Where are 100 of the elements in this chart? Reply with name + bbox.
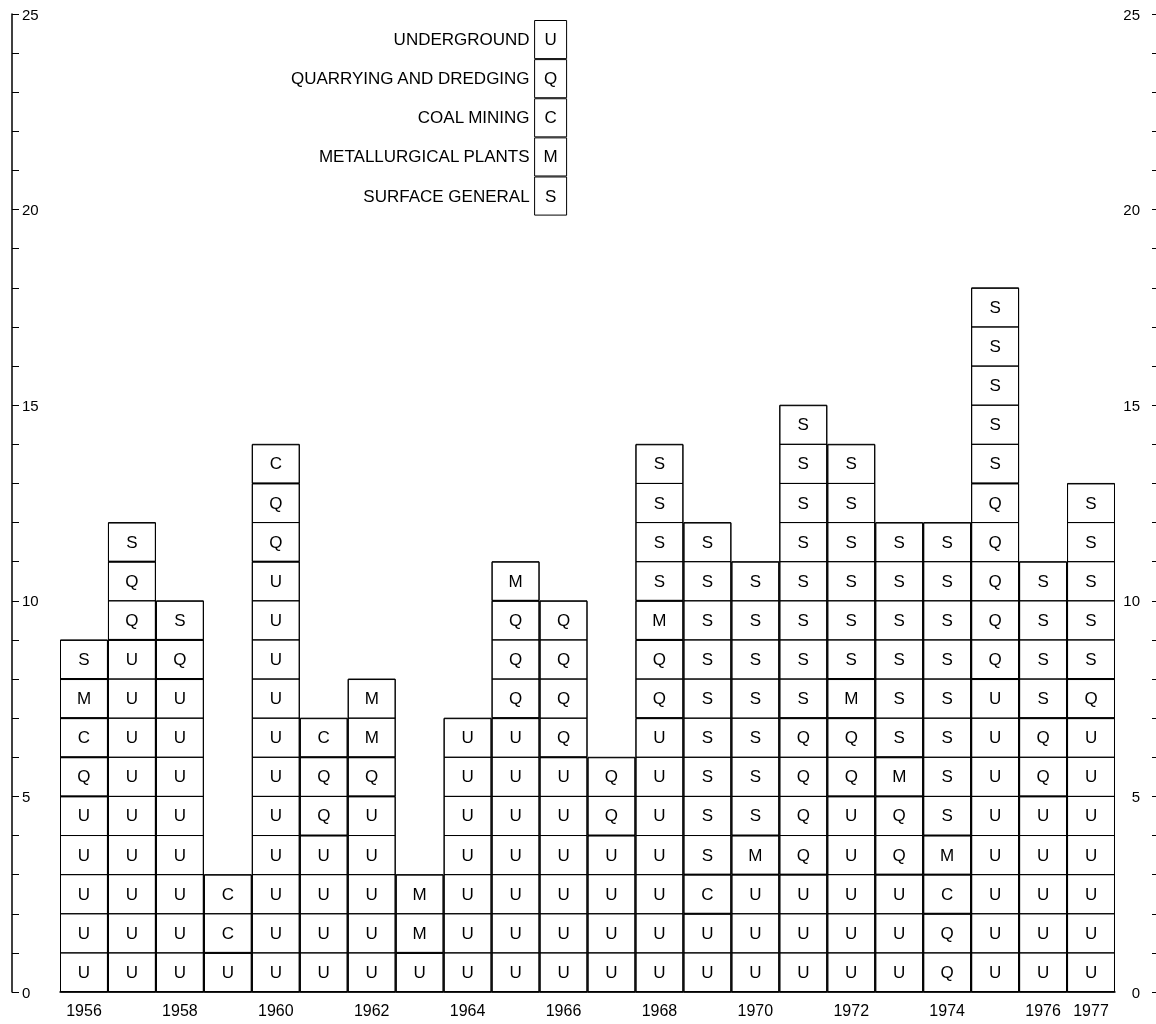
text: S bbox=[941, 689, 953, 709]
text: S bbox=[749, 728, 762, 748]
legend-label: SURFACE GENERAL bbox=[363, 186, 530, 206]
text: S bbox=[989, 454, 1001, 474]
data-label: S bbox=[989, 297, 1001, 317]
text: Q bbox=[604, 806, 619, 826]
text: S bbox=[653, 532, 666, 552]
data-label: C bbox=[317, 728, 330, 748]
data-label: U bbox=[1084, 728, 1098, 748]
text: U bbox=[1084, 806, 1098, 826]
text: S bbox=[1085, 532, 1097, 552]
text: U bbox=[509, 806, 522, 826]
data-label: Q bbox=[988, 493, 1002, 513]
text: Q bbox=[317, 806, 331, 826]
text: U bbox=[509, 923, 522, 943]
text: U bbox=[509, 962, 522, 982]
text: S bbox=[797, 649, 809, 669]
text: S bbox=[845, 649, 857, 669]
text: S bbox=[941, 649, 953, 669]
data-label: S bbox=[1085, 493, 1097, 513]
text: S bbox=[749, 689, 762, 709]
data-label: U bbox=[125, 649, 139, 669]
text: U bbox=[269, 728, 282, 748]
x-tick-label: 1956 bbox=[66, 1001, 102, 1019]
text: S bbox=[797, 571, 809, 591]
text: S bbox=[1085, 610, 1097, 630]
data-label: Q bbox=[125, 571, 139, 591]
text: S bbox=[845, 571, 857, 591]
data-label: Q bbox=[173, 649, 187, 669]
text: U bbox=[77, 884, 91, 904]
text: Q bbox=[543, 69, 558, 89]
text: U bbox=[125, 923, 139, 943]
text: S bbox=[941, 806, 953, 826]
text: U bbox=[125, 884, 139, 904]
text: U bbox=[461, 845, 474, 865]
x-tick-label: 1958 bbox=[162, 1001, 198, 1019]
text: U bbox=[173, 962, 187, 982]
data-label: C bbox=[941, 884, 954, 904]
text: U bbox=[557, 806, 570, 826]
text: U bbox=[653, 767, 666, 787]
text: S bbox=[544, 186, 557, 206]
x-tick-label: 1972 bbox=[833, 1001, 870, 1019]
data-label: U bbox=[365, 806, 378, 826]
text: U bbox=[461, 962, 474, 982]
data-label: S bbox=[78, 649, 90, 669]
text: U bbox=[701, 962, 714, 982]
data-label: Q bbox=[1036, 728, 1050, 748]
data-label: S bbox=[749, 571, 762, 591]
text: Q bbox=[796, 845, 810, 865]
text: U bbox=[269, 884, 282, 904]
text: U bbox=[77, 845, 91, 865]
text: U bbox=[125, 806, 139, 826]
x-tick-label: 1962 bbox=[353, 1001, 390, 1019]
text: S bbox=[845, 610, 857, 630]
text: U bbox=[269, 649, 282, 669]
text: U bbox=[269, 689, 282, 709]
text: U bbox=[653, 845, 666, 865]
x-tick-label: 1977 bbox=[1073, 1001, 1109, 1019]
text: S bbox=[1037, 649, 1049, 669]
data-label: M bbox=[844, 689, 859, 709]
text: U bbox=[1084, 767, 1098, 787]
text: U bbox=[125, 767, 139, 787]
text: U bbox=[893, 923, 906, 943]
y2-tick-label: 25 bbox=[1123, 5, 1140, 23]
text: U bbox=[317, 923, 330, 943]
data-label: C bbox=[701, 884, 714, 904]
data-label: M bbox=[412, 884, 427, 904]
legend-label: UNDERGROUND bbox=[393, 30, 530, 50]
text: S bbox=[701, 689, 714, 709]
text: Q bbox=[269, 532, 283, 552]
data-label: M bbox=[892, 767, 907, 787]
text: U bbox=[365, 923, 378, 943]
data-label: U bbox=[701, 923, 714, 943]
text: S bbox=[701, 649, 714, 669]
data-label: S bbox=[1037, 571, 1049, 591]
text: S bbox=[797, 689, 809, 709]
text: U bbox=[749, 962, 762, 982]
data-label: Q bbox=[508, 610, 523, 630]
text: S bbox=[749, 806, 762, 826]
text: U bbox=[1084, 923, 1098, 943]
text: U bbox=[749, 923, 762, 943]
text: S bbox=[749, 649, 762, 669]
data-label: Q bbox=[604, 767, 619, 787]
text: U bbox=[653, 806, 666, 826]
data-label: U bbox=[269, 571, 282, 591]
data-label: Q bbox=[365, 767, 379, 787]
text: C bbox=[221, 923, 234, 943]
text: Q bbox=[125, 610, 139, 630]
text: U bbox=[845, 962, 858, 982]
text: U bbox=[317, 884, 330, 904]
text: U bbox=[605, 884, 618, 904]
text: U bbox=[173, 845, 187, 865]
data-label: U bbox=[557, 767, 570, 787]
text: S bbox=[1037, 610, 1049, 630]
text: S bbox=[1085, 571, 1097, 591]
data-label: U bbox=[893, 884, 906, 904]
text: U bbox=[269, 962, 282, 982]
text: Q bbox=[1036, 767, 1050, 787]
text: U bbox=[557, 884, 570, 904]
data-label: Q bbox=[556, 610, 571, 630]
